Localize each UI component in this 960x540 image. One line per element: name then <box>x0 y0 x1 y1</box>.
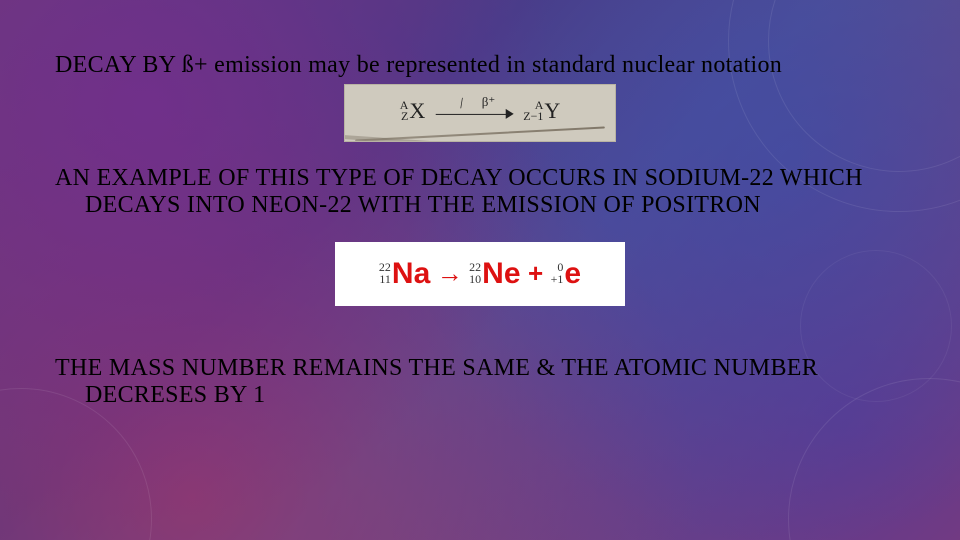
daughter-symbol: Y <box>544 98 560 123</box>
reaction-arrow: → <box>437 258 463 288</box>
decay-arrow-label: β⁺ <box>482 94 495 110</box>
sodium-equation-wrap: 22 11 Na → 22 10 Ne + 0 +1 e <box>55 242 905 311</box>
paragraph-3: THE MASS NUMBER REMAINS THE SAME & THE A… <box>55 355 905 410</box>
ne-symbol: Ne <box>482 257 520 290</box>
na-atomic: 11 <box>379 274 391 285</box>
parent-symbol: X <box>409 98 425 123</box>
ne-atomic: 10 <box>469 274 481 285</box>
parent-nuclide-prefix: A Z <box>400 100 409 120</box>
paragraph-2: AN EXAMPLE OF THIS TYPE OF DECAY OCCURS … <box>55 165 905 220</box>
decay-arrow: / β⁺ <box>435 100 513 122</box>
atomic-number-Z-minus-1: Z−1 <box>523 111 543 121</box>
generic-notation-wrap: A Z X / β⁺ A Z−1 Y <box>55 84 905 147</box>
decorative-circle <box>0 388 152 540</box>
sodium-22-decay-equation: 22 11 Na → 22 10 Ne + 0 +1 e <box>335 242 625 306</box>
na-prefix: 22 11 <box>379 262 391 285</box>
generic-beta-plus-notation: A Z X / β⁺ A Z−1 Y <box>344 84 616 142</box>
ne-prefix: 22 10 <box>469 262 481 285</box>
positron-symbol: e <box>564 257 581 290</box>
daughter-nuclide-prefix: A Z−1 <box>523 100 543 120</box>
plus-sign: + <box>528 258 543 288</box>
slash-mark: / <box>458 95 465 112</box>
positron-charge: +1 <box>551 274 564 285</box>
paragraph-1: DECAY BY ß+ emission may be represented … <box>55 52 905 80</box>
atomic-number-Z: Z <box>400 111 409 121</box>
na-symbol: Na <box>392 257 430 290</box>
slide: DECAY BY ß+ emission may be represented … <box>0 0 960 540</box>
positron-prefix: 0 +1 <box>551 262 564 285</box>
